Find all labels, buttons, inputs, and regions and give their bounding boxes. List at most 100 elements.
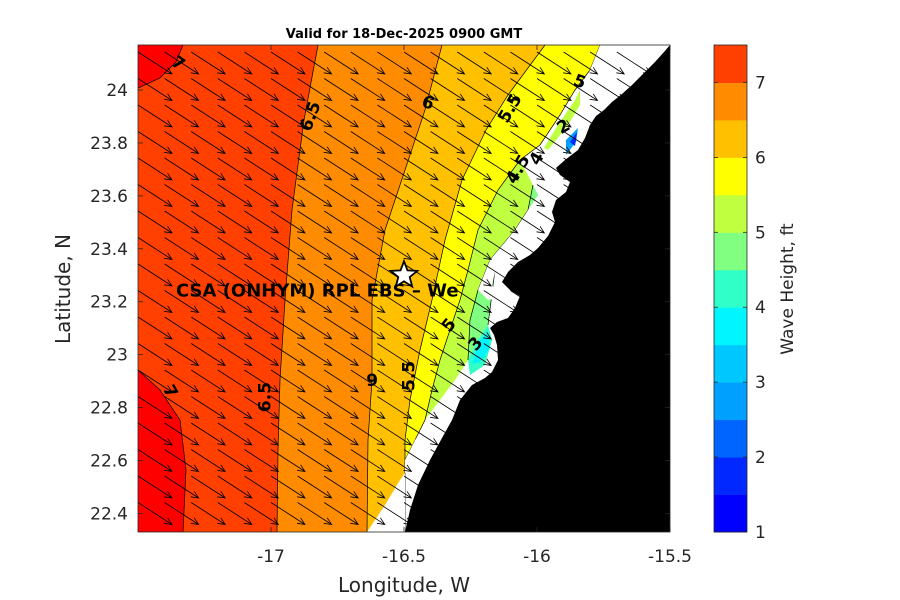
- wave-direction-arrow: [138, 184, 173, 208]
- wave-direction-arrow: [377, 78, 413, 102]
- wave-direction-arrow: [510, 157, 546, 181]
- wave-direction-arrow: [536, 290, 572, 314]
- wave-direction-arrow: [350, 131, 386, 155]
- wave-direction-arrow: [350, 237, 386, 261]
- wave-direction-arrow: [456, 131, 493, 155]
- y-tick-label: 23.4: [90, 240, 128, 260]
- y-tick-label: 22.6: [90, 452, 128, 472]
- wave-direction-arrow: [536, 210, 572, 234]
- wave-direction-arrow: [377, 131, 413, 155]
- wave-direction-arrow: [403, 290, 439, 314]
- wave-direction-arrow: [297, 290, 333, 314]
- wave-direction-arrow: [217, 343, 253, 367]
- colorbar-segment: [714, 382, 747, 421]
- wave-direction-arrow: [138, 290, 173, 314]
- colorbar-tick-label: 5: [755, 223, 766, 243]
- x-tick-label: -16.5: [382, 547, 426, 567]
- wave-direction-arrow: [430, 263, 466, 287]
- wave-direction-arrow: [510, 210, 546, 234]
- wave-direction-arrow: [589, 422, 626, 446]
- coast-strip-south: [367, 365, 492, 532]
- wave-direction-arrow: [297, 475, 333, 499]
- wave-direction-arrow: [430, 51, 466, 75]
- wave-direction-arrow: [483, 316, 519, 340]
- wave-direction-arrow: [456, 343, 493, 367]
- wave-direction-arrow: [164, 316, 200, 340]
- wave-direction-arrow: [563, 396, 599, 420]
- wave-direction-arrow: [430, 104, 466, 128]
- wave-direction-arrow: [323, 51, 360, 75]
- colorbar-segment: [714, 119, 747, 158]
- wave-direction-arrow: [244, 78, 280, 102]
- wave-direction-arrow: [483, 237, 519, 261]
- wave-direction-arrow: [536, 316, 572, 340]
- wave-direction-arrow: [536, 422, 572, 446]
- chart-title: Valid for 18-Dec-2025 0900 GMT: [286, 27, 523, 42]
- wave-direction-arrow: [297, 343, 333, 367]
- wave-direction-arrow: [164, 131, 200, 155]
- wave-direction-arrow: [164, 263, 200, 287]
- wave-direction-arrow: [403, 210, 439, 234]
- wave-direction-arrow: [456, 422, 493, 446]
- wave-direction-arrow: [138, 157, 173, 181]
- wave-direction-arrow: [536, 237, 572, 261]
- wave-direction-arrow: [217, 78, 253, 102]
- wave-direction-arrow: [563, 104, 599, 128]
- wave-direction-arrow: [217, 449, 253, 473]
- wave-direction-arrow: [536, 343, 572, 367]
- wave-direction-arrow: [164, 475, 200, 499]
- wave-direction-arrow: [297, 131, 333, 155]
- contour-label: 5.5: [399, 361, 419, 391]
- wave-direction-arrow: [536, 78, 572, 102]
- wave-direction-arrow: [138, 263, 173, 287]
- wave-direction-arrow: [164, 502, 200, 526]
- wave-direction-arrow: [510, 343, 546, 367]
- wave-direction-arrow: [510, 131, 546, 155]
- wave-direction-arrow: [377, 502, 413, 526]
- wave-direction-arrow: [217, 396, 253, 420]
- wave-direction-arrow: [217, 210, 253, 234]
- y-tick-label: 22.4: [90, 504, 128, 524]
- wave-direction-arrow: [510, 263, 546, 287]
- wave-direction-arrow: [616, 263, 652, 287]
- wave-direction-arrow: [563, 475, 599, 499]
- wave-direction-arrow: [297, 184, 333, 208]
- wave-direction-arrow: [350, 396, 386, 420]
- wave-direction-arrow: [270, 475, 306, 499]
- wave-direction-arrow: [270, 131, 306, 155]
- wave-direction-arrow: [403, 104, 439, 128]
- band-7-plus-sw: [138, 370, 186, 532]
- wave-direction-arrow: [589, 184, 626, 208]
- wave-direction-arrow: [456, 51, 493, 75]
- wave-direction-arrow: [510, 422, 546, 446]
- wave-direction-arrow: [483, 422, 519, 446]
- wave-direction-arrow: [456, 396, 493, 420]
- wave-direction-arrow: [483, 157, 519, 181]
- wave-direction-arrow: [430, 422, 466, 446]
- wave-direction-arrow: [536, 157, 572, 181]
- wave-direction-arrow: [217, 104, 253, 128]
- wave-direction-arrow: [244, 343, 280, 367]
- band-4.5-5-ne: [544, 90, 580, 150]
- wave-direction-arrow: [589, 210, 626, 234]
- wave-direction-arrow: [190, 51, 227, 75]
- wave-direction-arrow: [377, 237, 413, 261]
- wave-direction-arrow: [563, 157, 599, 181]
- wave-direction-arrow: [456, 237, 493, 261]
- wave-direction-arrow: [244, 131, 280, 155]
- wave-direction-arrow: [430, 316, 466, 340]
- wave-direction-arrow: [563, 422, 599, 446]
- wave-direction-arrow: [403, 263, 439, 287]
- wave-direction-arrow: [589, 78, 626, 102]
- wave-direction-arrow: [563, 184, 599, 208]
- wave-direction-arrow: [270, 157, 306, 181]
- wave-direction-arrow: [377, 316, 413, 340]
- band-1.5-2-ne: [570, 132, 577, 146]
- y-tick-label: 23: [106, 346, 128, 366]
- wave-direction-arrow: [297, 210, 333, 234]
- y-tick-label: 23.8: [90, 134, 128, 154]
- contour-label: 6: [366, 368, 378, 388]
- wave-direction-arrow: [217, 502, 253, 526]
- wave-direction-arrow: [297, 237, 333, 261]
